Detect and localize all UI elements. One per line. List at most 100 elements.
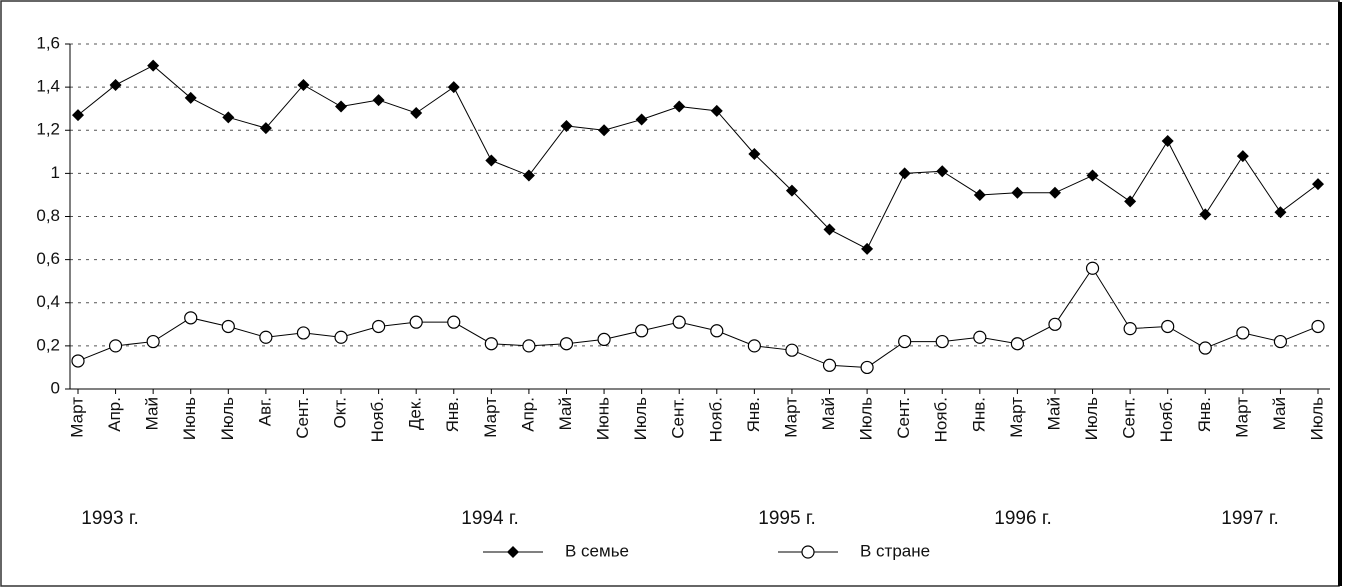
point: [710, 104, 723, 117]
legend-label: В семье: [565, 541, 629, 560]
point: [1311, 319, 1325, 334]
y-tick-label: 1: [51, 163, 60, 182]
point: [1236, 150, 1249, 163]
point: [1236, 326, 1250, 340]
x-tick-label: Июнь: [180, 397, 199, 440]
point: [507, 546, 519, 558]
point: [710, 324, 724, 338]
series-line: [77, 64, 1319, 250]
point: [973, 330, 987, 344]
x-tick-label: Авг.: [255, 397, 274, 426]
year-label: 1993 г.: [81, 508, 138, 529]
x-tick-label: Сент.: [669, 397, 688, 439]
point: [1011, 186, 1024, 199]
x-tick-label: Дек.: [406, 397, 425, 430]
point: [1199, 208, 1212, 221]
point: [861, 242, 874, 255]
point: [447, 315, 461, 329]
x-tick-label: Июль: [1307, 397, 1326, 441]
y-tick-label: 0,4: [36, 292, 60, 311]
x-tick-label: Июнь: [594, 397, 613, 440]
x-tick-label: Май: [1270, 397, 1289, 430]
x-tick-label: Март: [1232, 397, 1251, 438]
point: [447, 81, 460, 94]
point: [409, 315, 423, 329]
x-tick-label: Март: [67, 397, 86, 438]
x-tick-label: Нояб.: [932, 397, 951, 442]
year-label: 1997 г.: [1221, 508, 1278, 529]
point: [822, 358, 837, 372]
x-tick-label: Май: [819, 397, 838, 430]
x-tick-label: Июль: [218, 397, 237, 441]
y-tick-label: 0,6: [36, 249, 60, 268]
point: [748, 147, 761, 160]
x-tick-label: Янв.: [744, 397, 763, 432]
point: [635, 113, 648, 126]
x-tick-label: Нояб.: [368, 397, 387, 442]
point: [597, 332, 611, 347]
point: [598, 124, 611, 137]
point: [672, 315, 686, 329]
point: [296, 326, 311, 340]
point: [109, 78, 122, 91]
point: [146, 334, 160, 349]
point: [334, 330, 348, 344]
point: [898, 334, 912, 349]
point: [860, 360, 874, 375]
point: [801, 545, 815, 559]
point: [1161, 319, 1175, 334]
y-tick-label: 0: [51, 378, 60, 397]
point: [147, 59, 160, 72]
point: [1085, 261, 1100, 275]
point: [485, 154, 498, 167]
point: [935, 334, 949, 349]
point: [973, 188, 986, 201]
point: [184, 91, 197, 104]
point: [108, 339, 123, 353]
point: [1198, 341, 1212, 355]
x-tick-label: Нояб.: [1157, 397, 1176, 442]
x-tick-label: Июль: [857, 397, 876, 441]
point: [823, 223, 836, 236]
x-tick-label: Март: [481, 397, 500, 438]
point: [259, 330, 273, 344]
point: [673, 100, 686, 113]
y-tick-label: 1,6: [36, 33, 60, 52]
point: [297, 78, 310, 91]
point: [1274, 206, 1287, 219]
point: [522, 339, 536, 353]
point: [785, 343, 799, 357]
point: [747, 339, 761, 353]
point: [560, 119, 573, 132]
x-tick-label: Июль: [631, 397, 650, 441]
point: [785, 184, 798, 197]
point: [372, 94, 385, 107]
year-label: 1995 г.: [758, 508, 815, 529]
point: [335, 100, 348, 113]
point: [1086, 169, 1099, 182]
y-tick-label: 1,4: [36, 77, 60, 96]
x-tick-label: Март: [1007, 397, 1026, 438]
point: [222, 111, 235, 124]
x-tick-label: Окт.: [331, 397, 350, 428]
point: [635, 324, 649, 338]
x-tick-label: Май: [1044, 397, 1063, 430]
point: [1124, 195, 1137, 208]
x-tick-label: Янв.: [443, 397, 462, 432]
point: [1010, 337, 1024, 351]
point: [936, 165, 949, 178]
point: [1048, 317, 1062, 331]
x-tick-label: Май: [143, 397, 162, 430]
x-tick-label: Май: [556, 397, 575, 430]
point: [372, 319, 386, 334]
point: [1273, 334, 1288, 349]
point: [484, 337, 498, 351]
year-label: 1994 г.: [461, 508, 518, 529]
point: [559, 337, 574, 351]
point: [72, 109, 84, 122]
x-tick-label: Март: [781, 397, 800, 438]
x-tick-label: Апр.: [518, 397, 537, 432]
y-tick-label: 0,2: [36, 335, 60, 354]
